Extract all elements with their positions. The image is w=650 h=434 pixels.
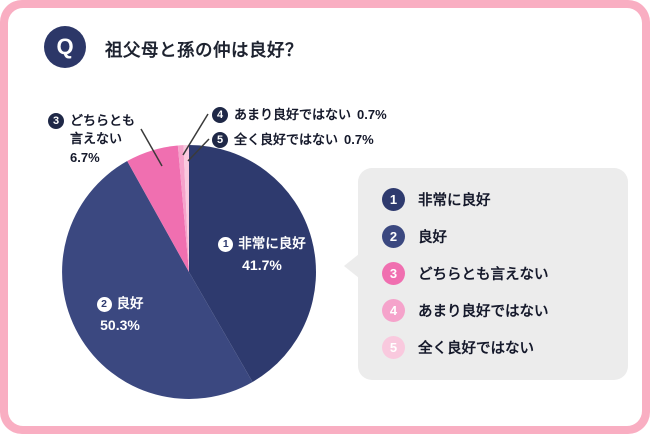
legend-badge-3: 3 (382, 262, 405, 285)
legend-badge-2: 2 (382, 225, 405, 248)
callout-5: 5 全く良好ではない 0.7% (212, 131, 374, 149)
callout-4: 4 あまり良好ではない 0.7% (212, 106, 387, 124)
leader-line-4 (182, 113, 209, 156)
slice-pct-2: 50.3% (100, 316, 140, 333)
callout-pct-4: 0.7% (357, 107, 387, 122)
legend-items: 1 非常に良好 2 良好 3 どちらとも言えない 4 あまり良好ではない 5 全く良好ではない (382, 181, 618, 366)
leader-line-5 (187, 138, 210, 162)
callout-text-3: どちらとも言えない 6.7% (70, 112, 144, 167)
pie-slice-2 (62, 161, 253, 399)
legend-label-4: あまり良好ではない (418, 304, 549, 320)
legend-label-3: どちらとも言えない (418, 267, 549, 283)
callout-pct-5: 0.7% (344, 132, 374, 147)
legend-item-3: 3 どちらとも言えない (382, 255, 618, 292)
infographic-card: Q 祖父母と孫の仲は良好？ 1 非常に良好 41.7% 2 良好 50.3% (8, 8, 642, 426)
slice-badge-1: 1 (218, 236, 234, 252)
legend-pointer-triangle (344, 254, 359, 278)
callout-label-5: 全く良好ではない (234, 132, 339, 147)
callout-3: 3 どちらとも言えない 6.7% (48, 112, 144, 167)
callout-label-4: あまり良好ではない (234, 107, 352, 122)
legend-badge-5: 5 (382, 336, 405, 359)
callout-label-3: どちらとも言えない (70, 113, 136, 146)
legend-label-2: 良好 (418, 230, 447, 246)
slice-name-2: 良好 (116, 296, 144, 311)
leader-line-3 (140, 128, 163, 167)
slice-label-2: 2 良好 50.3% (70, 294, 170, 337)
leader-lines (140, 113, 210, 167)
slice-label-1: 1 非常に良好 41.7% (202, 234, 322, 277)
legend-label-1: 非常に良好 (418, 193, 491, 209)
legend-item-4: 4 あまり良好ではない (382, 292, 618, 329)
legend-badge-1: 1 (382, 188, 405, 211)
callout-badge-3: 3 (48, 113, 64, 129)
legend-label-5: 全く良好ではない (418, 341, 534, 357)
chart-title: 祖父母と孫の仲は良好？ (105, 40, 303, 60)
pie-slice-1 (189, 145, 316, 382)
pie-slice-5 (183, 144, 189, 272)
slice-name-1: 非常に良好 (238, 236, 306, 251)
legend-item-1: 1 非常に良好 (382, 181, 618, 218)
callout-badge-5: 5 (212, 132, 228, 149)
slice-pct-1: 41.7% (242, 256, 282, 273)
pie-slices (62, 144, 316, 399)
slice-badge-2: 2 (96, 296, 112, 312)
legend-item-2: 2 良好 (382, 218, 618, 255)
legend-badge-4: 4 (382, 299, 405, 322)
question-badge-letter: Q (56, 34, 74, 59)
legend-box: 1 非常に良好 2 良好 3 どちらとも言えない 4 あまり良好ではない 5 全く良好ではない (344, 168, 628, 380)
callout-pct-3: 6.7% (70, 150, 100, 166)
question-badge: Q (44, 26, 86, 68)
pie-slice-4 (177, 145, 189, 272)
callout-badge-4: 4 (212, 107, 228, 124)
pie-chart (62, 113, 316, 399)
legend-item-5: 5 全く良好ではない (382, 329, 618, 366)
pie-slice-3 (127, 145, 189, 272)
